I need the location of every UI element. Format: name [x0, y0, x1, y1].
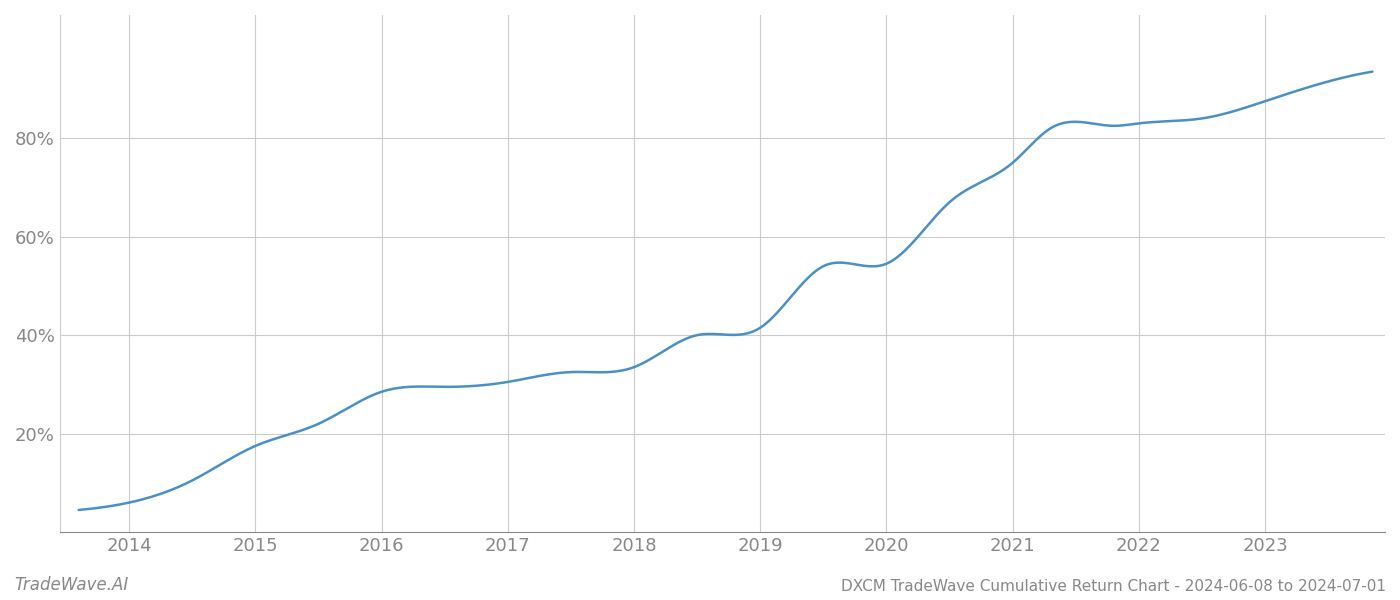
- Text: DXCM TradeWave Cumulative Return Chart - 2024-06-08 to 2024-07-01: DXCM TradeWave Cumulative Return Chart -…: [841, 579, 1386, 594]
- Text: TradeWave.AI: TradeWave.AI: [14, 576, 129, 594]
